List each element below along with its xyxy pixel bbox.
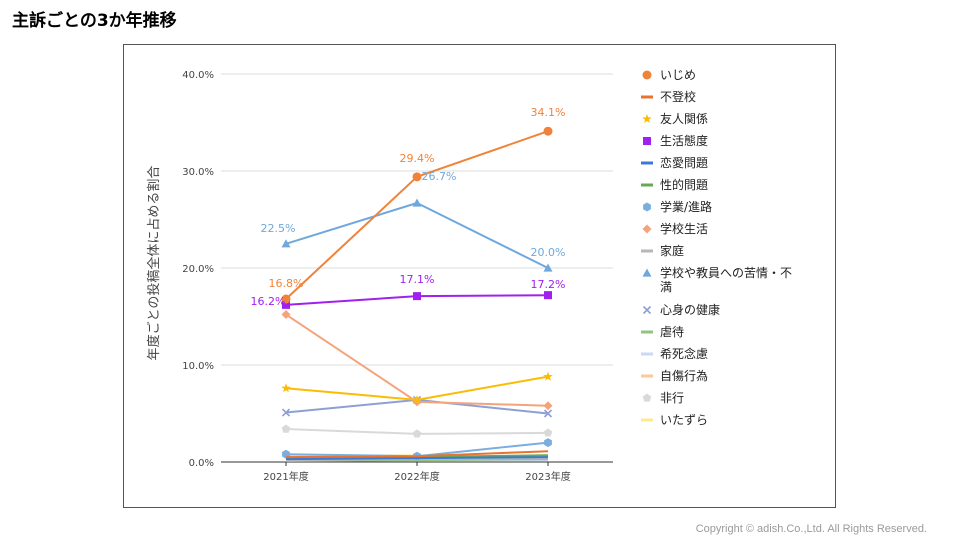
legend-label: 虐待 [660,325,684,339]
data-point [413,292,421,301]
data-point [543,401,553,411]
series-lines [281,126,553,462]
legend-label: 学校生活 [660,221,708,236]
legend-label: 満 [660,280,672,294]
x-tick-label: 2021年度 [263,470,308,483]
x-tick-label: 2023年度 [525,470,570,483]
data-point [412,394,422,404]
legend-label: いたずら [660,413,708,427]
series-line [285,456,549,461]
legend-marker [641,352,653,356]
data-point [281,294,291,304]
legend-label: 非行 [660,391,684,405]
legend-marker [641,330,653,334]
data-point [544,438,552,448]
legend-marker [642,305,652,315]
data-label: 22.5% [261,222,296,235]
legend-marker [643,137,651,145]
legend-label: 学校や教員への苦情・不 [660,265,792,280]
chart-frame: 0.0% 10.0% 20.0% 30.0% 40.0% 2021年度 2022年度 2023… [123,44,836,508]
data-label: 26.7% [422,170,457,183]
legend-marker [642,114,652,123]
data-label: 17.1% [400,273,435,286]
legend-label: 希死念慮 [660,346,708,361]
data-point [543,263,553,272]
data-point [543,428,553,437]
data-point [412,172,422,182]
data-label: 16.8% [269,277,304,290]
line-chart: 0.0% 10.0% 20.0% 30.0% 40.0% 2021年度 2022年度 2023… [146,68,792,483]
data-labels: 16.8% 29.4% 34.1% 16.2% 17.1% 17.2% 22.5% 26.7%… [251,106,566,308]
legend-label: 不登校 [660,89,696,104]
copyright-notice: Copyright © adish.Co.,Ltd. All Rights Re… [695,523,927,535]
data-point [412,429,422,438]
data-point [282,300,290,309]
legend-label: 友人関係 [660,112,708,126]
legend-label: 生活態度 [660,133,708,148]
legend-marker [641,161,653,165]
data-label: 17.2% [531,278,566,291]
data-point [281,310,291,320]
legend-label: 自傷行為 [660,368,708,383]
data-point [281,239,291,248]
legend-label: 心身の健康 [660,302,720,317]
legend-label: 学業/進路 [660,199,712,214]
y-tick-label: 10.0% [182,361,214,372]
y-tick-label: 30.0% [182,167,214,178]
legend-label: 性的問題 [660,177,708,192]
data-point [543,126,553,136]
y-tick-label: 20.0% [182,264,214,275]
data-point [412,198,422,207]
series-line [285,202,549,269]
legend-marker [641,95,653,99]
data-point [281,424,291,433]
data-label: 34.1% [531,106,566,119]
data-point [281,383,291,393]
y-axis-title: 年度ごとの投稿全体に占める割合 [146,166,162,361]
data-point [544,291,552,300]
y-tick-label: 0.0% [189,458,214,469]
legend: いじめ不登校友人関係生活態度恋愛問題性的問題学業/進路学校生活家庭学校や教員への… [641,68,792,427]
data-label: 29.4% [400,152,435,165]
series-line [285,450,549,459]
legend-marker [641,249,653,253]
axes: 0.0% 10.0% 20.0% 30.0% 40.0% 2021年度 2022年度 2023… [182,70,613,483]
data-label: 20.0% [531,246,566,259]
legend-marker [642,70,652,80]
data-label: 16.2% [251,295,286,308]
legend-marker [642,268,652,277]
legend-marker [641,374,653,378]
legend-marker [642,224,652,234]
x-tick-label: 2022年度 [394,470,439,483]
data-point [543,371,553,381]
legend-label: 家庭 [660,243,684,258]
data-point [543,409,553,418]
legend-marker [643,202,651,212]
legend-marker [642,393,652,402]
slide-title: 主訴ごとの3か年推移 [12,11,177,31]
legend-label: いじめ [660,68,696,82]
legend-marker [641,183,653,187]
legend-label: 恋愛問題 [660,155,708,170]
legend-marker [641,418,653,422]
y-tick-label: 40.0% [182,70,214,81]
data-point [281,408,291,417]
